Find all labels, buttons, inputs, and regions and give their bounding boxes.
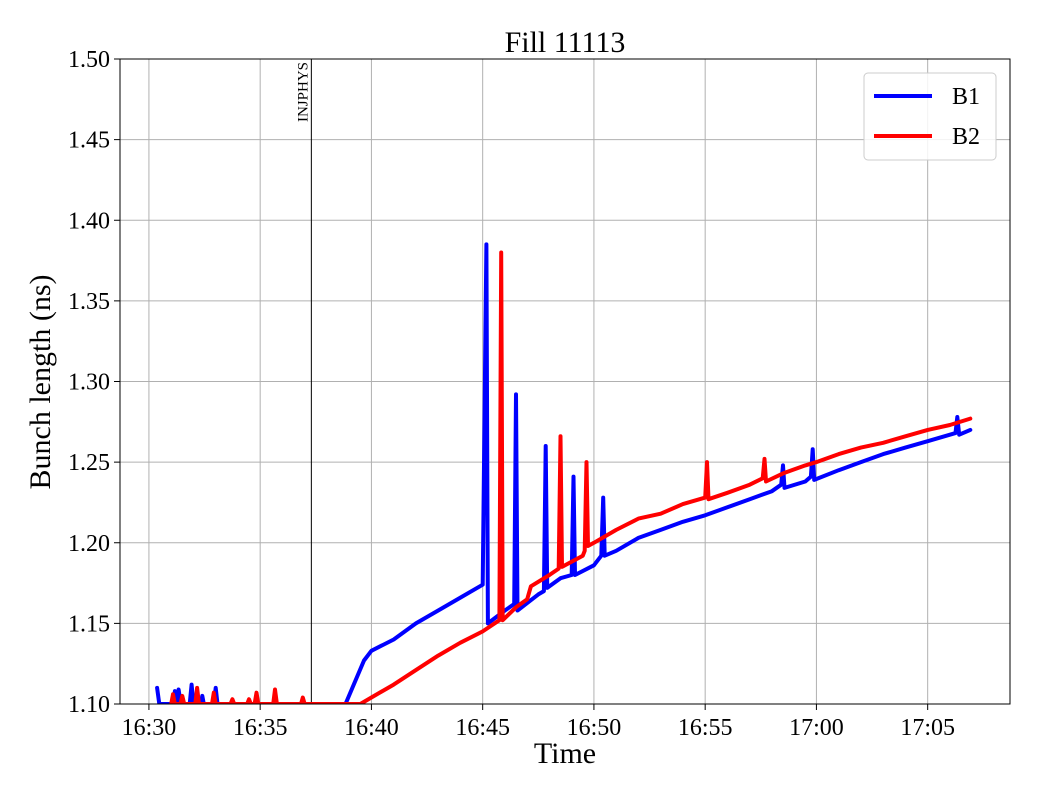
x-tick-label: 17:00 xyxy=(789,715,844,741)
y-tick-label: 1.40 xyxy=(68,208,110,234)
y-tick-label: 1.35 xyxy=(68,289,110,315)
series-line-b1 xyxy=(155,242,973,704)
y-tick-label: 1.20 xyxy=(68,531,110,557)
y-tick-label: 1.30 xyxy=(68,370,110,396)
legend-label-b2: B2 xyxy=(952,124,980,150)
y-tick-label: 1.10 xyxy=(68,692,110,718)
x-axis-label: Time xyxy=(534,737,596,770)
x-tick-label: 17:05 xyxy=(900,715,955,741)
event-marker-label: INJPHYS xyxy=(295,62,311,122)
x-tick-label: 16:35 xyxy=(233,715,288,741)
y-axis-ticks: 1.10 1.15 1.20 1.25 1.30 1.35 1.40 1.45 1.50 xyxy=(68,47,120,718)
legend-label-b1: B1 xyxy=(952,84,980,110)
x-tick-label: 16:50 xyxy=(567,715,622,741)
x-tick-label: 16:30 xyxy=(122,715,177,741)
y-tick-label: 1.25 xyxy=(68,450,110,476)
y-tick-label: 1.15 xyxy=(68,611,110,637)
series-line-b2 xyxy=(169,250,973,704)
legend: B1 B2 xyxy=(863,72,997,161)
series-lines xyxy=(155,242,973,704)
x-tick-label: 16:55 xyxy=(678,715,733,741)
chart-title: Fill 11113 xyxy=(505,26,626,59)
x-axis-ticks: 16:30 16:35 16:40 16:45 16:50 16:55 17:00 17:05 xyxy=(122,704,955,741)
x-tick-label: 16:45 xyxy=(455,715,510,741)
x-tick-label: 16:40 xyxy=(344,715,399,741)
y-axis-label: Bunch length (ns) xyxy=(24,275,57,490)
event-marker: INJPHYS xyxy=(295,59,312,704)
y-tick-label: 1.45 xyxy=(68,128,110,154)
y-tick-label: 1.50 xyxy=(68,47,110,73)
